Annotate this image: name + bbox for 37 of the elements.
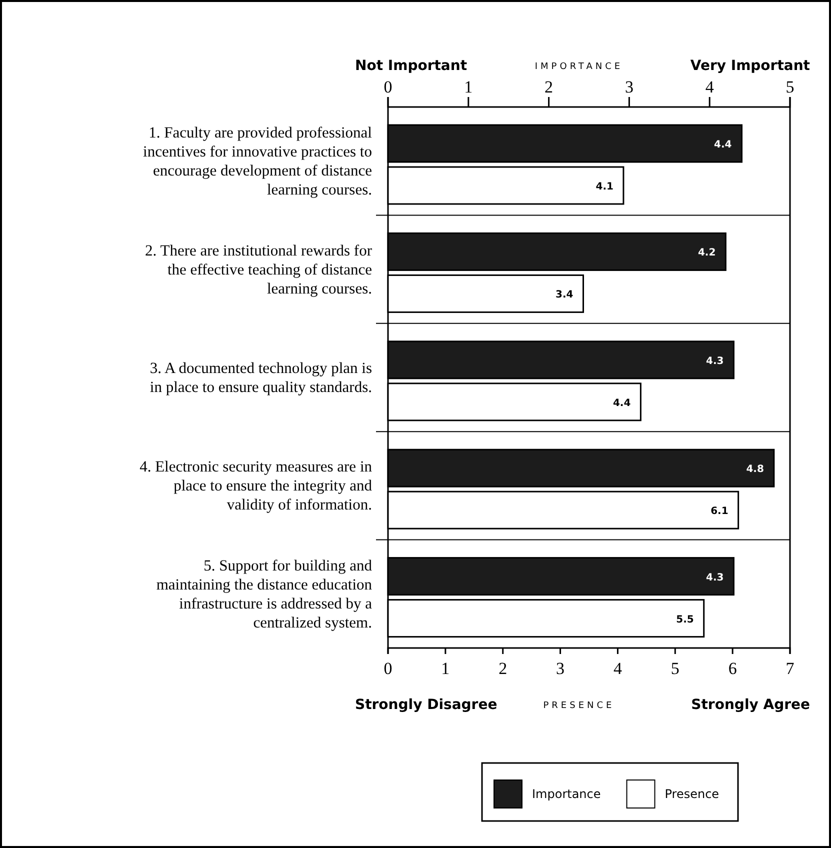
y-tick-label: 1. Faculty are provided professional incentives for innovative practices to encourage development of distance learning courses.	[143, 124, 372, 199]
data-label: 4.2	[698, 248, 716, 259]
x2-axis-title: IMPORTANCE	[534, 62, 624, 72]
legend-label: Presence	[664, 787, 720, 801]
x-tick-label: 1	[441, 659, 450, 678]
x2-tick-label: 4	[705, 77, 714, 96]
legend-label: Importance	[532, 787, 601, 801]
y-tick-label: 4. Electronic security measures are in place to ensure the integrity and validity of information.	[140, 458, 372, 514]
x-tick-label: 7	[786, 659, 795, 678]
data-label: 4.3	[706, 572, 724, 584]
x2-tick-label: 0	[384, 77, 392, 96]
data-label: 6.1	[710, 506, 728, 518]
x2-tick-label: 1	[464, 77, 473, 96]
x-axis-title: PRESENCE	[543, 701, 615, 711]
text: Very Important	[690, 58, 810, 74]
x2-tick-label: 5	[786, 77, 794, 96]
data-label: 4.4	[714, 140, 732, 150]
x-tick-label: 4	[613, 659, 622, 678]
x2-tick-label: 2	[544, 77, 554, 96]
data-label: 4.8	[746, 464, 764, 476]
x-tick-label: 2	[498, 659, 508, 678]
y-tick-label: 3. A documented technology plan is in place to ensure quality standards.	[150, 360, 372, 396]
data-label: 4.3	[706, 356, 724, 367]
x-tick-label: 0	[384, 659, 392, 678]
x-tick-label: 3	[556, 659, 565, 678]
text: Not Important	[355, 58, 468, 74]
text: Strongly Disagree	[355, 697, 498, 713]
data-label: 5.5	[676, 614, 694, 626]
data-label: 3.4	[556, 290, 574, 301]
x2-tick-label: 3	[624, 77, 634, 96]
y-tick-label: 2. There are institutional rewards for the effective teaching of distance learning courses.	[145, 242, 373, 298]
y-tick-label: 5. Support for building and maintaining the distance education infrastructure is addressed by a centralized system.	[156, 557, 372, 632]
x-tick-label: 6	[728, 659, 737, 678]
data-label: 4.1	[596, 182, 614, 192]
data-label: 4.4	[612, 398, 631, 409]
x-tick-label: 5	[670, 659, 680, 678]
text: Strongly Agree	[691, 697, 810, 713]
